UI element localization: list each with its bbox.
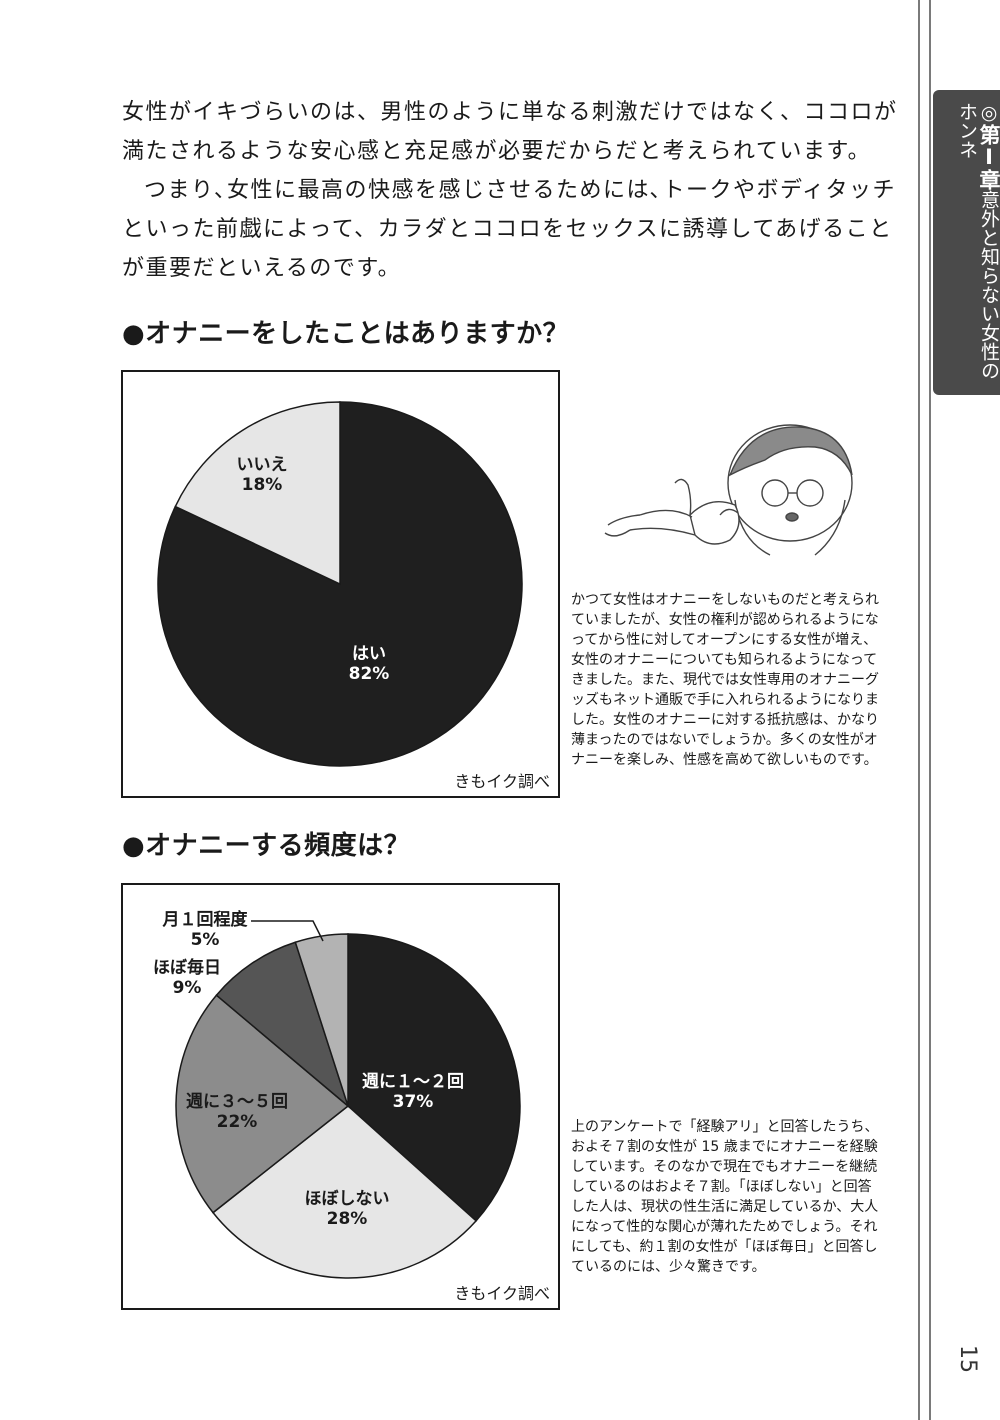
- chart2-slice-0: [347, 933, 521, 1222]
- chart2-slice-label-3: ほぼ毎日: [153, 957, 221, 978]
- chart2-slice-value-0: 37%: [393, 1092, 434, 1112]
- chapter-mark: ◎: [978, 102, 1000, 124]
- chart2-slice-label-1: ほぼしない: [305, 1189, 390, 1209]
- chart2-slice-value-1: 28%: [327, 1209, 368, 1229]
- chart2-slice-label-0: 週に１～２回: [362, 1072, 464, 1092]
- section2-sidebar-text: 上のアンケートで「経験アリ」と回答したうち、およそ７割の女性が 15 歳までにオ…: [571, 1119, 879, 1275]
- chart2-slice-value-2: 22%: [217, 1112, 258, 1132]
- character-illustration: [604, 424, 853, 556]
- margin-rule-inner: [929, 0, 931, 1420]
- chapter-number: 第Ⅰ章: [977, 124, 1000, 190]
- chart2-source: きもイク調べ: [454, 1284, 550, 1303]
- intro-paragraph-1: 女性がイキづらいのは、男性のように単なる刺激だけではなく、ココロが満たされるよう…: [122, 100, 898, 164]
- margin-rule-outer: [918, 0, 920, 1420]
- chart2-slice-label-4: 月１回程度: [162, 909, 249, 930]
- intro-text: 女性がイキづらいのは、男性のように単なる刺激だけではなく、ココロが満たされるよう…: [122, 93, 902, 288]
- chart1-slice-1: [174, 401, 341, 586]
- chapter-tab: ◎第Ⅰ章意外と知らない女性のホンネ: [933, 90, 1000, 395]
- chart1-source: きもイク調べ: [454, 772, 550, 791]
- chart2-slice-1: [211, 1105, 478, 1279]
- chart2-box: 週に１～２回 37% ほぼしない 28% 週に３～５回 22% ほぼ毎日 9% 月１回程度 5% …: [121, 883, 560, 1310]
- intro-paragraph-2: つまり､女性に最高の快感を感じさせるためには､トークやボディタッチといった前戯に…: [122, 178, 896, 281]
- chapter-tab-text: ◎第Ⅰ章意外と知らない女性のホンネ: [933, 102, 1000, 392]
- chart1-slice-label-1: いいえ: [237, 455, 288, 475]
- page-number: 15: [955, 1345, 980, 1373]
- chart2-slice-value-4: 5%: [191, 930, 220, 950]
- chart1-slice-label-0: はい: [352, 644, 386, 664]
- section2-heading: ●オナニーする頻度は？: [122, 831, 411, 861]
- section1-heading: ●オナニーをしたことはありますか？: [122, 319, 570, 349]
- chart1-box: はい 82% いいえ 18% きもイク調べ: [121, 370, 560, 798]
- chart1-slice-value-1: 18%: [242, 475, 283, 495]
- chart2-leader-line: [251, 920, 324, 942]
- chart2-slice-2: [175, 994, 350, 1214]
- chart2-slice-value-3: 9%: [173, 978, 202, 998]
- chart2-slice-label-2: 週に３～５回: [186, 1092, 288, 1112]
- chart1-slice-value-0: 82%: [349, 664, 390, 684]
- chapter-subtitle: 意外と知らない女性のホンネ: [956, 102, 1000, 380]
- section1-sidebar-text: かつて女性はオナニーをしないものだと考えられていましたが、女性の権利が認められる…: [571, 592, 879, 768]
- chart2-slice-3: [215, 941, 350, 1109]
